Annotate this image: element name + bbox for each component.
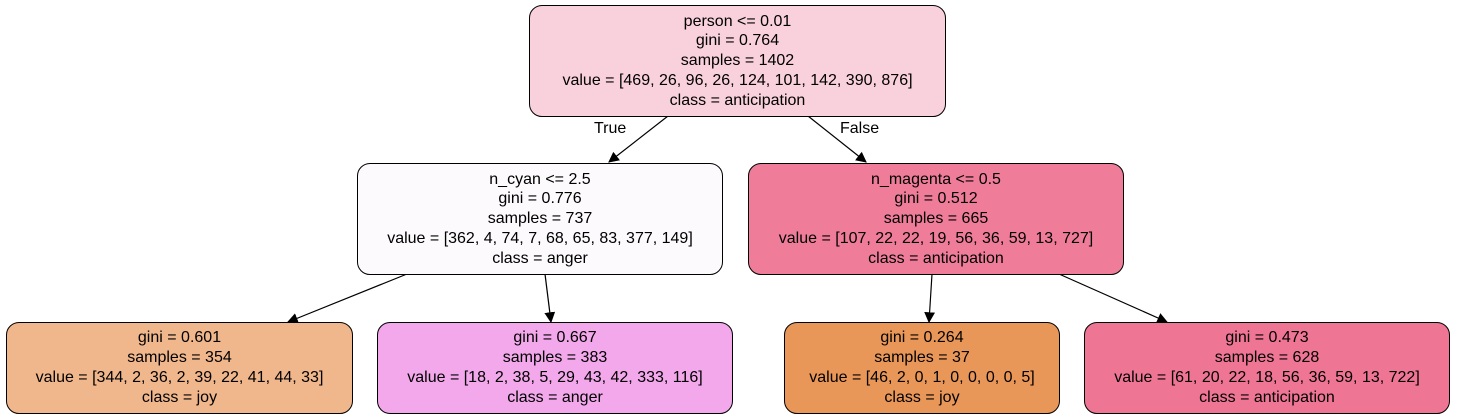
node-samples: samples = 1402 (680, 52, 795, 70)
node-gini: gini = 0.764 (695, 32, 780, 50)
tree-node-left: n_cyan <= 2.5 gini = 0.776 samples = 737… (357, 163, 723, 275)
node-gini: gini = 0.264 (880, 329, 964, 347)
node-gini: gini = 0.512 (894, 190, 978, 208)
edge-right-rl (924, 273, 935, 324)
tree-leaf-right-right: gini = 0.473 samples = 628 value = [61, … (1084, 322, 1450, 414)
tree-node-root: person <= 0.01 gini = 0.764 samples = 14… (529, 5, 946, 117)
node-split-rule: n_cyan <= 2.5 (489, 170, 591, 188)
node-class: class = joy (884, 388, 960, 406)
node-value: value = [18, 2, 38, 5, 29, 43, 42, 333, … (407, 369, 703, 386)
node-value: value = [362, 4, 74, 7, 68, 65, 83, 377,… (387, 229, 693, 247)
node-value: value = [107, 22, 22, 19, 56, 36, 59, 13… (778, 229, 1094, 247)
node-samples: samples = 628 (1214, 349, 1320, 367)
node-split-rule: person <= 0.01 (683, 12, 792, 30)
edge-left-ll (286, 273, 408, 324)
tree-leaf-left-right: gini = 0.667 samples = 383 value = [18, … (377, 322, 733, 414)
edge-left-lr (544, 273, 556, 324)
node-value: value = [344, 2, 36, 2, 39, 22, 41, 44, … (35, 369, 324, 386)
edge-right-rr (1058, 273, 1168, 323)
node-gini: gini = 0.601 (137, 329, 222, 347)
node-value: value = [469, 26, 96, 26, 124, 101, 142,… (562, 71, 913, 89)
edge-label-false: False (840, 120, 880, 137)
node-split-rule: n_magenta <= 0.5 (871, 170, 1001, 188)
node-value: value = [61, 20, 22, 18, 56, 36, 59, 13,… (1114, 369, 1420, 386)
node-samples: samples = 665 (883, 210, 989, 228)
node-samples: samples = 383 (502, 349, 608, 367)
node-class: class = anger (507, 388, 603, 406)
node-samples: samples = 354 (127, 349, 232, 367)
node-gini: gini = 0.776 (498, 190, 582, 208)
tree-leaf-left-left: gini = 0.601 samples = 354 value = [344,… (6, 322, 353, 414)
node-class: class = anticipation (868, 249, 1004, 267)
node-class: class = joy (141, 388, 218, 406)
node-samples: samples = 737 (487, 210, 593, 228)
node-class: class = anticipation (669, 91, 806, 109)
tree-node-right: n_magenta <= 0.5 gini = 0.512 samples = … (748, 163, 1124, 275)
node-gini: gini = 0.473 (1225, 329, 1309, 347)
edge-label-true: True (594, 120, 627, 137)
node-class: class = anticipation (1199, 388, 1335, 406)
tree-leaf-right-left: gini = 0.264 samples = 37 value = [46, 2… (784, 322, 1060, 414)
edge-root-left (608, 115, 669, 163)
node-value: value = [46, 2, 0, 1, 0, 0, 0, 0, 5] (809, 369, 1035, 386)
node-class: class = anger (492, 249, 588, 267)
edge-root-right (807, 115, 867, 163)
node-gini: gini = 0.667 (513, 329, 597, 347)
node-samples: samples = 37 (874, 349, 970, 367)
